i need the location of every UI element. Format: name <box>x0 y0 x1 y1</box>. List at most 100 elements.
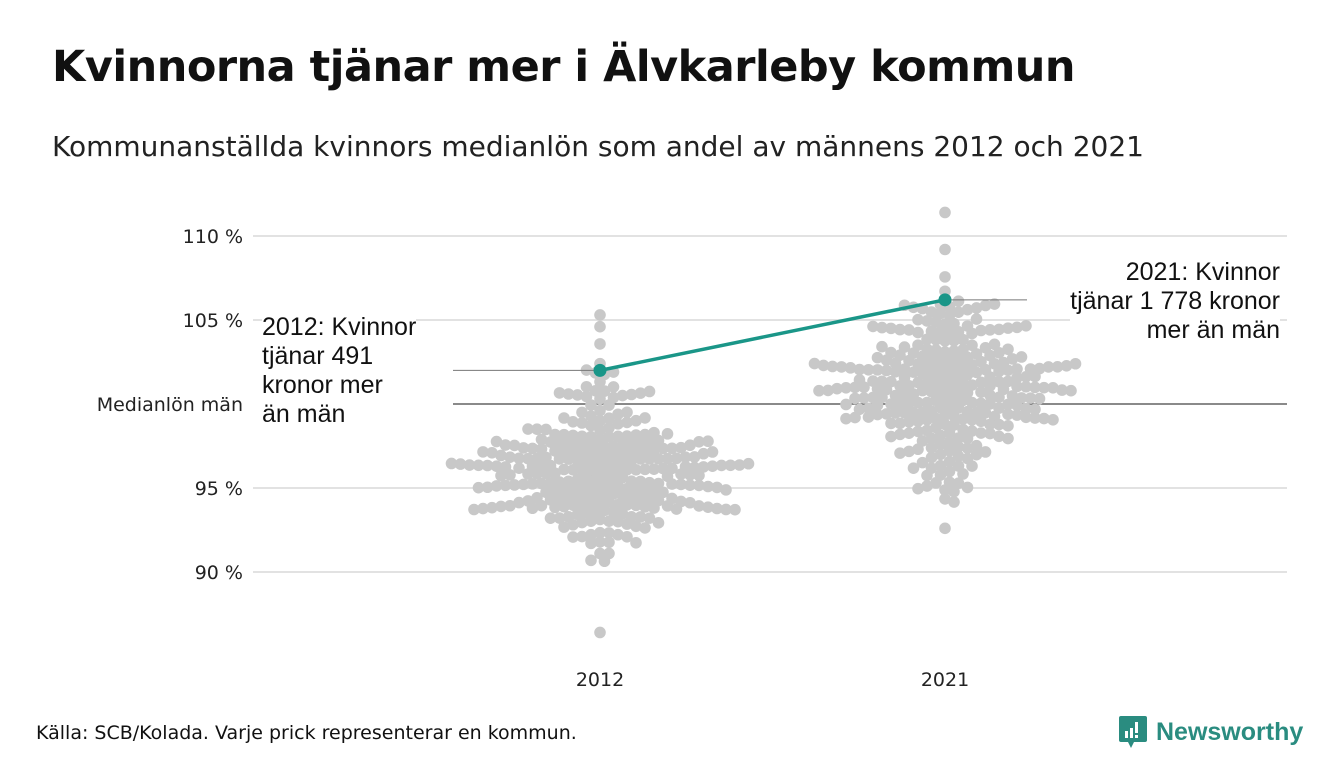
dot-2021 <box>961 432 974 445</box>
annotation-line: mer än män <box>1146 316 1280 344</box>
dot-2021 <box>885 417 897 430</box>
dot-2021 <box>970 302 983 314</box>
dot-2012 <box>612 528 624 541</box>
dot-2021 <box>903 416 915 428</box>
dot-2021 <box>885 322 897 335</box>
dot-2021 <box>975 427 987 439</box>
dot-2012 <box>733 459 746 471</box>
dot-2012 <box>580 506 593 519</box>
dot-2012 <box>531 423 543 435</box>
dot-2021 <box>840 382 852 394</box>
dot-2021 <box>957 423 969 436</box>
dot-2012 <box>504 499 516 512</box>
dot-2021 <box>813 384 825 397</box>
dot-2012 <box>567 464 579 476</box>
dot-2012 <box>742 457 755 470</box>
dot-2012 <box>477 446 489 458</box>
dot-2012 <box>621 530 633 543</box>
dot-2021 <box>952 306 965 318</box>
dot-2012 <box>715 459 728 472</box>
dot-2012 <box>580 380 593 393</box>
dot-2012 <box>702 435 714 448</box>
dot-2021 <box>939 522 951 535</box>
annotation-line: tjänar 1 778 kronor <box>1070 287 1280 315</box>
dot-2012 <box>468 503 480 516</box>
dot-2012 <box>616 439 629 452</box>
dot-2021 <box>993 323 1005 336</box>
dot-2021 <box>1002 420 1014 432</box>
dot-2021 <box>939 206 951 219</box>
highlight-dot-2012 <box>593 363 607 377</box>
dot-2021 <box>939 271 951 283</box>
dot-2012 <box>535 477 548 490</box>
dot-2021 <box>894 428 906 441</box>
dot-2021 <box>880 408 893 420</box>
dot-2021 <box>961 442 974 454</box>
dot-2021 <box>975 324 987 337</box>
dot-2021 <box>966 339 978 352</box>
dot-2012 <box>567 415 579 428</box>
highlight-dot-2021 <box>938 293 952 307</box>
dot-2021 <box>1015 351 1028 363</box>
x-tick-label: 2021 <box>921 669 969 691</box>
dot-2012 <box>490 480 503 492</box>
dot-2012 <box>544 512 557 524</box>
annotation-2021: 2021: Kvinnor tjänar 1 778 kronor mer än… <box>1070 258 1280 345</box>
dot-2021 <box>880 364 893 377</box>
dot-2021 <box>1024 392 1037 404</box>
dot-2021 <box>975 386 987 398</box>
dot-2012 <box>513 462 525 474</box>
dot-2021 <box>988 338 1001 351</box>
dot-2012 <box>621 499 633 511</box>
dot-2012 <box>558 521 570 533</box>
newsworthy-logo[interactable]: Newsworthy <box>1118 715 1303 749</box>
dot-2012 <box>585 554 597 567</box>
dot-2021 <box>934 307 947 320</box>
dot-2012 <box>585 515 597 527</box>
dot-2012 <box>598 504 611 517</box>
dot-2021 <box>952 295 965 307</box>
dot-2021 <box>939 346 951 358</box>
dot-2021 <box>912 326 924 339</box>
dot-2021 <box>921 413 933 426</box>
dot-2021 <box>898 372 911 384</box>
dot-2021 <box>871 399 884 412</box>
dot-2012 <box>697 461 710 473</box>
dot-2021 <box>898 407 911 419</box>
dot-2021 <box>921 480 933 492</box>
dot-2012 <box>603 515 615 527</box>
source-note: Källa: SCB/Kolada. Varje prick represent… <box>36 722 577 744</box>
dot-2012 <box>549 428 561 441</box>
dot-2021 <box>916 456 929 469</box>
dot-2012 <box>472 481 485 494</box>
dot-2012 <box>517 442 530 454</box>
dot-2021 <box>885 346 897 359</box>
dot-2021 <box>925 385 938 398</box>
dot-2012 <box>684 496 696 509</box>
dot-2012 <box>580 489 593 502</box>
dot-2021 <box>970 313 983 325</box>
dot-2021 <box>930 412 942 425</box>
dot-2012 <box>706 446 719 458</box>
dot-2012 <box>562 388 575 400</box>
dot-2021 <box>934 459 947 472</box>
dot-2021 <box>984 380 996 392</box>
dot-2012 <box>666 478 678 490</box>
dot-2021 <box>966 414 978 426</box>
dot-2021 <box>984 389 996 401</box>
dot-2021 <box>826 360 839 373</box>
dot-2021 <box>912 339 924 351</box>
dot-2012 <box>616 389 629 402</box>
dot-2021 <box>921 469 933 482</box>
chart-title: Kvinnorna tjänar mer i Älvkarleby kommun <box>52 42 1076 92</box>
dot-2012 <box>612 515 624 528</box>
dot-2021 <box>948 496 960 508</box>
dot-2021 <box>939 484 951 496</box>
dot-2012 <box>531 452 543 465</box>
dot-2012 <box>558 463 570 476</box>
dot-2012 <box>558 500 570 513</box>
dot-2012 <box>621 406 633 419</box>
dot-2012 <box>567 429 579 442</box>
dot-2021 <box>934 438 947 451</box>
dot-2021 <box>966 460 978 472</box>
